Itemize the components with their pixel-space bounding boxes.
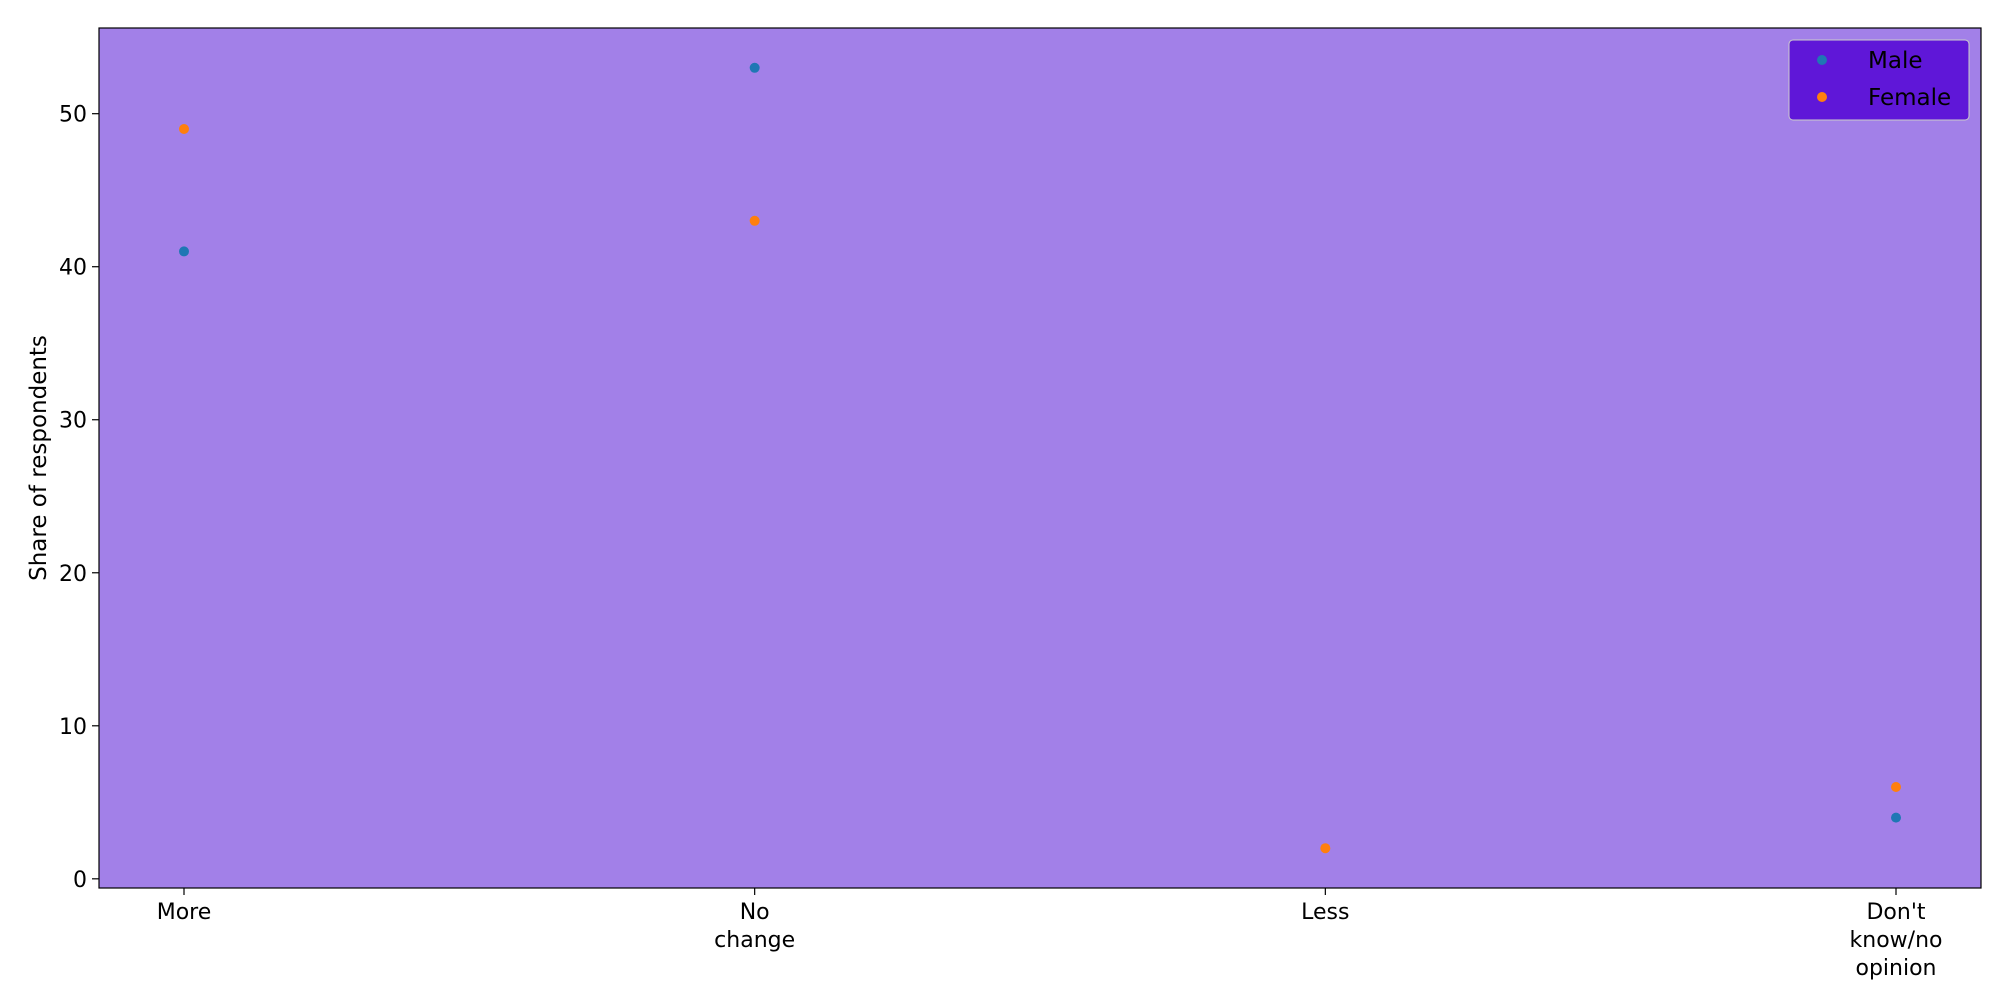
plot-area (98, 27, 1982, 889)
x-axis-ticks: More No change Less Don't know/no opinion (157, 888, 1943, 981)
legend-marker-female (1817, 92, 1827, 102)
x-tick-label: Less (1301, 900, 1349, 925)
y-tick-label: 0 (73, 868, 87, 893)
legend-label-female: Female (1868, 85, 1951, 111)
legend-label-male: Male (1868, 48, 1922, 74)
point-female (1891, 782, 1901, 793)
point-female (179, 123, 189, 134)
y-tick-label: 40 (59, 256, 87, 281)
x-tick-label: More (157, 900, 212, 925)
data-points (179, 62, 1901, 854)
y-axis-ticks: 0 10 20 30 40 50 (59, 103, 99, 893)
legend: Male Female (1788, 39, 1970, 121)
legend-marker-male (1817, 55, 1827, 65)
y-tick-label: 10 (59, 715, 87, 740)
legend-box (1788, 39, 1970, 121)
point-female (749, 215, 760, 226)
y-tick-label: 30 (59, 409, 87, 434)
point-male (179, 246, 189, 257)
x-tick-label: Don't know/no opinion (1850, 900, 1943, 981)
y-axis-title: Share of respondents (26, 335, 52, 581)
y-tick-label: 50 (59, 103, 87, 128)
point-male (1891, 812, 1901, 823)
point-male (749, 62, 760, 73)
y-tick-label: 20 (59, 562, 87, 587)
point-female (1320, 843, 1331, 854)
x-tick-label: No change (714, 900, 795, 953)
